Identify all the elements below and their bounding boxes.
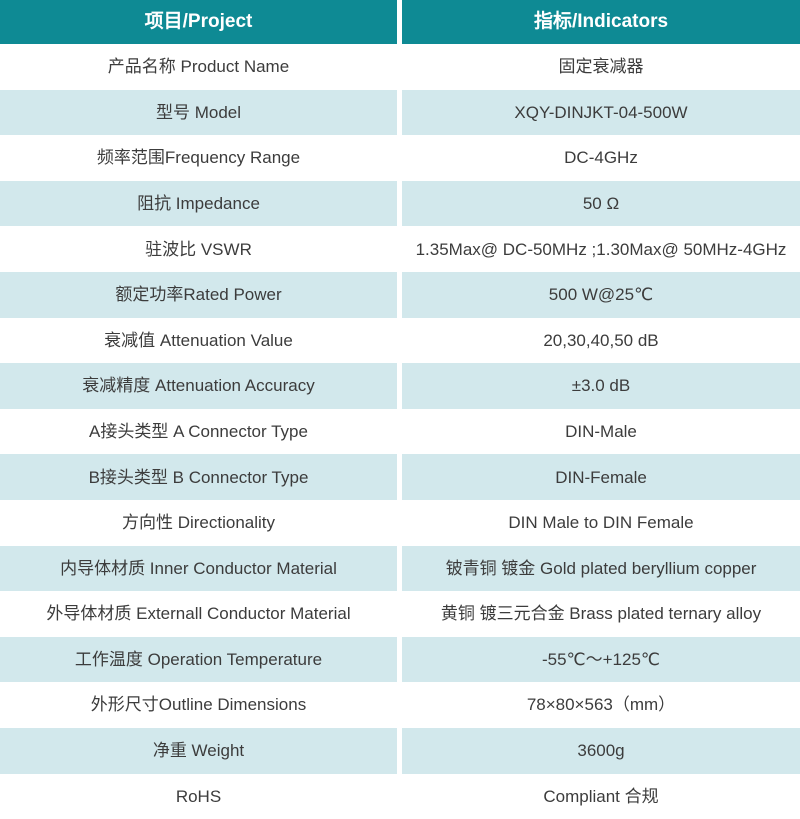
spec-label: A接头类型 A Connector Type — [89, 421, 308, 441]
spec-row-b-connector-type: B接头类型 B Connector Type DIN-Female — [0, 454, 800, 500]
spec-row-a-connector-type: A接头类型 A Connector Type DIN-Male — [0, 408, 800, 455]
spec-row-external-conductor-material: 外导体材质 Externall Conductor Material 黄铜 镀三… — [0, 591, 800, 637]
column-divider — [397, 226, 402, 272]
spec-label: 衰减精度 Attenuation Accuracy — [0, 363, 397, 409]
spec-row-outline-dimensions: 外形尺寸Outline Dimensions 78×80×563（mm） — [0, 682, 800, 728]
spec-value: DIN-Female — [402, 454, 800, 500]
spec-value: DIN Male to DIN Female — [508, 513, 694, 533]
spec-label: 净重 Weight — [0, 727, 397, 774]
spec-label: 内导体材质 Inner Conductor Material — [0, 545, 397, 592]
spec-row-inner-conductor-material: 内导体材质 Inner Conductor Material 铍青铜 镀金 Go… — [0, 545, 800, 592]
spec-row-rated-power: 额定功率Rated Power 500 W@25℃ — [0, 271, 800, 318]
spec-value: DC-4GHz — [564, 148, 638, 168]
spec-label: 产品名称 Product Name — [107, 57, 290, 77]
spec-row-operation-temperature: 工作温度 Operation Temperature -55℃～+125℃ — [0, 636, 800, 683]
column-divider — [397, 773, 402, 819]
spec-row-weight: 净重 Weight 3600g — [0, 727, 800, 774]
column-divider — [397, 271, 402, 318]
column-divider — [397, 636, 402, 683]
header-cell-indicators: 指标/Indicators — [402, 0, 800, 44]
column-divider — [397, 454, 402, 500]
spec-label: RoHS — [175, 786, 222, 806]
column-divider — [397, 408, 402, 455]
spec-label: 工作温度 Operation Temperature — [0, 636, 397, 683]
column-divider — [397, 499, 402, 546]
spec-value: 铍青铜 镀金 Gold plated beryllium copper — [402, 545, 800, 592]
column-divider — [397, 0, 402, 44]
column-divider — [397, 727, 402, 774]
column-divider — [397, 363, 402, 409]
spec-value: XQY-DINJKT-04-500W — [402, 89, 800, 136]
column-divider — [397, 44, 402, 90]
spec-label: 阻抗 Impedance — [0, 180, 397, 227]
column-divider — [397, 317, 402, 364]
spec-row-vswr: 驻波比 VSWR 1.35Max@ DC-50MHz ;1.30Max@ 50M… — [0, 226, 800, 272]
spec-value: -55℃～+125℃ — [402, 636, 800, 683]
spec-row-directionality: 方向性 Directionality DIN Male to DIN Femal… — [0, 499, 800, 546]
column-divider — [397, 89, 402, 136]
spec-value: 黄铜 镀三元合金 Brass plated ternary alloy — [440, 604, 762, 624]
header-cell-project: 项目/Project — [0, 0, 397, 44]
spec-label: 方向性 Directionality — [121, 513, 276, 533]
spec-value: 78×80×563（mm） — [526, 695, 676, 715]
spec-row-model: 型号 Model XQY-DINJKT-04-500W — [0, 89, 800, 136]
spec-value: 1.35Max@ DC-50MHz ;1.30Max@ 50MHz-4GHz — [415, 239, 787, 259]
spec-value: 固定衰减器 — [558, 57, 644, 77]
spec-label: 外形尺寸Outline Dimensions — [90, 695, 307, 715]
spec-label: 衰减值 Attenuation Value — [104, 330, 293, 350]
spec-label: 外导体材质 Externall Conductor Material — [46, 604, 351, 624]
table-header-row: 项目/Project 指标/Indicators — [0, 0, 800, 44]
spec-label: 型号 Model — [0, 89, 397, 136]
spec-label: 额定功率Rated Power — [0, 271, 397, 318]
spec-value: 500 W@25℃ — [402, 271, 800, 318]
spec-label: 驻波比 VSWR — [145, 239, 252, 259]
column-divider — [397, 545, 402, 592]
spec-row-rohs: RoHS Compliant 合规 — [0, 773, 800, 819]
spec-row-attenuation-accuracy: 衰减精度 Attenuation Accuracy ±3.0 dB — [0, 363, 800, 409]
spec-label: B接头类型 B Connector Type — [0, 454, 397, 500]
spec-label: 频率范围Frequency Range — [96, 148, 301, 168]
spec-value: 20,30,40,50 dB — [543, 330, 659, 350]
column-divider — [397, 682, 402, 728]
spec-value: ±3.0 dB — [402, 363, 800, 409]
spec-value: DIN-Male — [565, 421, 637, 441]
spec-row-frequency-range: 频率范围Frequency Range DC-4GHz — [0, 135, 800, 181]
column-divider — [397, 180, 402, 227]
spec-row-attenuation-value: 衰减值 Attenuation Value 20,30,40,50 dB — [0, 317, 800, 364]
spec-value: 3600g — [402, 727, 800, 774]
spec-value: 50 Ω — [402, 180, 800, 227]
column-divider — [397, 591, 402, 637]
spec-row-impedance: 阻抗 Impedance 50 Ω — [0, 180, 800, 227]
column-divider — [397, 135, 402, 181]
spec-row-product-name: 产品名称 Product Name 固定衰减器 — [0, 44, 800, 90]
spec-value: Compliant 合规 — [543, 786, 659, 806]
